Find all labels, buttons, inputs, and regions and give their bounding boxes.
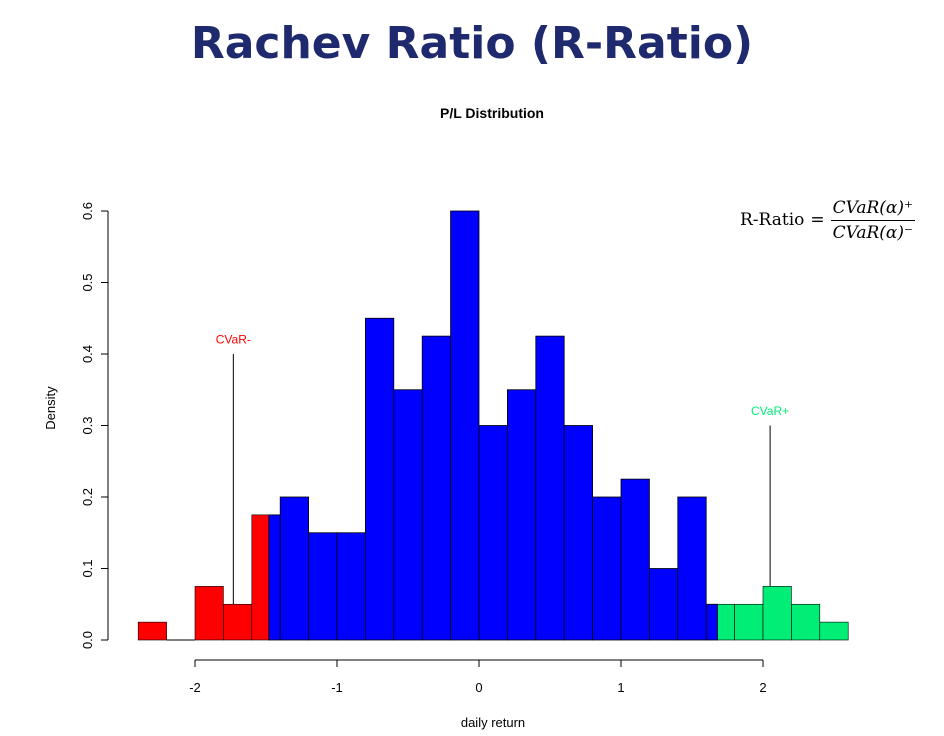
body-bar — [677, 496, 707, 641]
formula-equals: = — [810, 210, 825, 230]
y-tick-label: 0.6 — [80, 202, 95, 220]
body-bar — [478, 425, 508, 641]
y-tick-label: 0.0 — [80, 631, 95, 649]
body-bar — [535, 335, 565, 641]
body-bar — [268, 514, 281, 641]
y-tick-label: 0.1 — [80, 559, 95, 577]
body-bar — [506, 389, 537, 641]
y-axis-label: Density — [43, 386, 58, 430]
body-bar — [421, 335, 452, 641]
y-tick-label: 0.3 — [80, 416, 95, 434]
y-tick-label: 0.5 — [80, 273, 95, 291]
slide-title: Rachev Ratio (R-Ratio) — [190, 18, 754, 69]
right_tail-bar — [717, 603, 735, 641]
body-bar — [620, 478, 650, 641]
cvar-plus-label: CVaR+ — [751, 404, 789, 418]
right_tail-bar — [819, 621, 849, 641]
body-bar — [308, 532, 338, 641]
y-tick-label: 0.4 — [80, 345, 95, 363]
y-tick-label: 0.2 — [80, 488, 95, 506]
left_tail-bar — [223, 603, 253, 641]
x-tick-label: 2 — [759, 680, 766, 695]
body-bar — [592, 496, 622, 641]
body-bar — [364, 317, 395, 641]
cvar-minus-label: CVaR- — [216, 332, 251, 346]
body-bar — [450, 210, 480, 641]
body-bar — [563, 425, 594, 641]
formula-numerator: CVaR(α)⁺ — [830, 198, 916, 221]
formula-denominator: CVaR(α)⁻ — [832, 222, 914, 243]
body-bar — [336, 532, 366, 641]
right_tail-bar — [791, 603, 821, 641]
left_tail-bar — [194, 586, 224, 641]
body-bar — [705, 603, 718, 641]
x-tick-label: -2 — [189, 680, 201, 695]
right_tail-bar — [734, 603, 764, 641]
x-axis-label: daily return — [461, 715, 525, 730]
left_tail-bar — [251, 514, 270, 641]
body-bar — [279, 496, 310, 641]
formula-fraction: CVaR(α)⁺ CVaR(α)⁻ — [830, 198, 916, 243]
x-tick-label: 0 — [475, 680, 482, 695]
formula-lhs: R-Ratio — [740, 210, 805, 230]
x-tick-label: 1 — [617, 680, 624, 695]
r-ratio-formula: R-Ratio = CVaR(α)⁺ CVaR(α)⁻ — [740, 194, 916, 246]
chart-title: P/L Distribution — [440, 105, 544, 121]
body-bar — [649, 568, 679, 641]
left_tail-bar — [137, 621, 167, 641]
x-tick-label: -1 — [331, 680, 343, 695]
body-bar — [393, 389, 423, 641]
right_tail-bar — [762, 586, 792, 641]
